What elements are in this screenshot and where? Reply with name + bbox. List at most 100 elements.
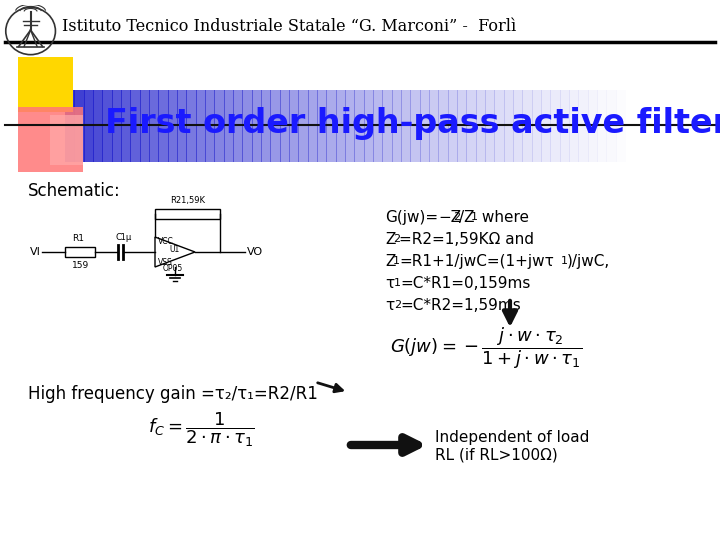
Text: R21,59K: R21,59K [170,196,205,205]
Bar [298,90,309,162]
Text: =R1+1/jwC=(1+jwτ: =R1+1/jwC=(1+jwτ [399,254,554,269]
Bar [289,90,300,162]
Text: =R2=1,59KΩ and: =R2=1,59KΩ and [399,232,534,247]
Bar [401,90,411,162]
Bar [420,90,430,162]
Bar [495,90,505,162]
Bar [130,90,140,162]
Bar [606,90,616,162]
Bar [410,90,420,162]
Bar [578,90,589,162]
Bar [177,90,187,162]
Bar [429,90,439,162]
Text: τ: τ [385,276,395,291]
Text: VO: VO [247,247,263,257]
Bar [93,90,104,162]
Text: Istituto Tecnico Industriale Statale “G. Marconi” -  Forlì: Istituto Tecnico Industriale Statale “G.… [62,18,516,35]
Text: 1: 1 [471,212,478,222]
Bar [448,90,458,162]
Text: −Z: −Z [438,210,461,225]
Bar [252,90,262,162]
Bar [531,90,542,162]
Bar [121,90,131,162]
Text: τ: τ [385,298,395,313]
Bar [155,209,220,219]
Bar [569,90,580,162]
Text: VCC: VCC [158,237,174,246]
Text: =C*R1=0,159ms: =C*R1=0,159ms [400,276,531,291]
Bar [588,90,598,162]
Bar [504,90,514,162]
Bar [18,57,73,112]
Bar [373,90,383,162]
Bar [326,90,337,162]
Text: /Z: /Z [459,210,474,225]
Text: R1: R1 [72,234,84,243]
Text: 2: 2 [393,234,400,244]
Bar [102,90,112,162]
Bar [140,90,150,162]
Text: OP05: OP05 [163,264,184,273]
Bar [65,247,95,257]
Bar [224,90,234,162]
Bar [485,90,495,162]
Bar [550,90,561,162]
Text: C: C [115,233,121,242]
Text: 2: 2 [394,300,401,310]
Bar [345,90,356,162]
Bar [186,90,197,162]
Text: High frequency gain =τ₂/τ₁=R2/R1: High frequency gain =τ₂/τ₁=R2/R1 [28,385,318,403]
Bar [616,90,626,162]
Text: )/jwC,: )/jwC, [567,254,611,269]
Bar [392,90,402,162]
Bar [467,90,477,162]
Bar [168,90,178,162]
Text: 1: 1 [393,256,400,266]
Bar [307,90,318,162]
Bar [215,90,225,162]
Bar [18,107,83,172]
Bar [261,90,271,162]
Text: where: where [477,210,529,225]
Text: Z: Z [385,254,395,269]
Bar [317,90,328,162]
Bar [541,90,552,162]
Bar [270,90,281,162]
Bar [354,90,364,162]
Text: G(jw)=: G(jw)= [385,210,438,225]
Text: 159: 159 [72,261,89,270]
Text: 1: 1 [561,256,568,266]
Bar [84,90,94,162]
Bar [364,90,374,162]
Text: VSS: VSS [158,258,173,267]
Text: =C*R2=1,59ms: =C*R2=1,59ms [400,298,521,313]
Bar [112,90,122,162]
Text: $G(jw) = -\dfrac{j \cdot w \cdot \tau_2}{1 + j \cdot w \cdot \tau_1}$: $G(jw) = -\dfrac{j \cdot w \cdot \tau_2}… [390,325,582,371]
Bar [158,90,168,162]
Bar [149,90,159,162]
Bar [50,115,83,165]
Bar [559,90,570,162]
Bar [336,90,346,162]
Bar [196,90,206,162]
Text: $f_C = \dfrac{1}{2 \cdot \pi \cdot \tau_1}$: $f_C = \dfrac{1}{2 \cdot \pi \cdot \tau_… [148,411,255,449]
Text: Independent of load
RL (if RL>100Ω): Independent of load RL (if RL>100Ω) [435,430,590,462]
Bar [74,90,85,162]
Text: First order high-pass active filter: First order high-pass active filter [105,106,720,139]
Bar [65,90,76,162]
Bar [513,90,523,162]
Bar [522,90,533,162]
Text: U1: U1 [169,246,179,254]
Bar [457,90,467,162]
Bar [438,90,449,162]
Bar [597,90,608,162]
Text: 1µ: 1µ [118,233,131,242]
Text: 1: 1 [394,278,401,288]
Text: 2: 2 [453,212,460,222]
Bar [279,90,290,162]
Text: Z: Z [385,232,395,247]
Bar [476,90,486,162]
Bar [243,90,253,162]
Bar [205,90,215,162]
Text: Schematic:: Schematic: [28,182,121,200]
